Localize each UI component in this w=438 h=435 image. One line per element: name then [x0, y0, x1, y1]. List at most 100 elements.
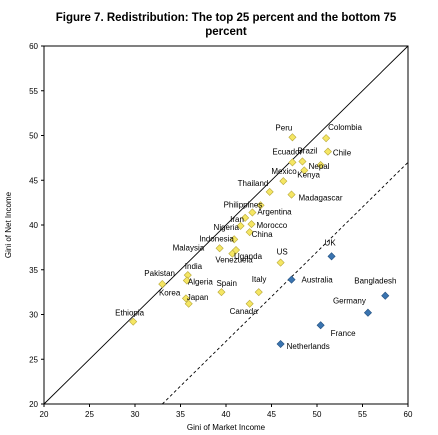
- point-indonesia: [230, 235, 239, 244]
- point-france: [316, 321, 325, 330]
- label-colombia: Colombia: [328, 123, 362, 132]
- point-bangladesh: [381, 291, 390, 300]
- label-argentina: Argentina: [257, 207, 292, 216]
- point-madagascar: [287, 190, 296, 199]
- x-tick-label: 20: [40, 410, 49, 419]
- x-tick-label: 60: [404, 410, 413, 419]
- reference-line-dashed: [161, 162, 409, 405]
- label-morocco: Morocco: [256, 221, 287, 230]
- x-axis-label: Gini of Market Income: [187, 423, 266, 432]
- point-pakistan: [158, 280, 167, 289]
- point-colombia: [322, 134, 331, 143]
- label-madagascar: Madagascar: [299, 194, 343, 203]
- point-brazil: [298, 157, 307, 166]
- x-tick-label: 50: [313, 410, 322, 419]
- point-chile: [323, 147, 332, 156]
- point-netherlands: [276, 340, 285, 349]
- label-uganda: Uganda: [234, 252, 263, 261]
- point-germany: [363, 308, 372, 317]
- y-tick-label: 45: [29, 176, 38, 185]
- label-pakistan: Pakistan: [144, 269, 175, 278]
- x-tick-label: 35: [176, 410, 185, 419]
- x-tick-label: 45: [267, 410, 276, 419]
- label-italy: Italy: [252, 275, 267, 284]
- label-china: China: [252, 230, 273, 239]
- y-tick-label: 35: [29, 266, 38, 275]
- point-nigeria: [236, 221, 245, 230]
- reference-line-solid: [43, 45, 409, 405]
- point-iran: [241, 213, 250, 222]
- y-tick-label: 20: [29, 400, 38, 409]
- label-korea: Korea: [159, 288, 181, 297]
- chart-title-line2: percent: [205, 26, 247, 38]
- label-uk: UK: [325, 238, 337, 247]
- label-australia: Australia: [302, 276, 334, 285]
- label-india: India: [185, 262, 203, 271]
- label-germany: Germany: [333, 297, 366, 306]
- point-venezuela: [228, 249, 237, 258]
- label-ethiopia: Ethiopia: [115, 309, 144, 318]
- y-tick-label: 60: [29, 42, 38, 51]
- x-axis-ticks: 20 25 30 35 40 45 50 55 60: [40, 404, 413, 419]
- point-morocco: [247, 220, 256, 229]
- point-kenya: [300, 166, 309, 175]
- x-tick-label: 30: [131, 410, 140, 419]
- point-italy: [254, 288, 263, 297]
- label-mexico: Mexico: [271, 167, 297, 176]
- label-chile: Chile: [333, 149, 352, 158]
- point-australia: [287, 275, 296, 284]
- point-china: [245, 228, 254, 237]
- y-axis-label: Gini of Net Income: [4, 191, 13, 258]
- y-tick-label: 30: [29, 311, 38, 320]
- label-ecuador: Ecuador: [272, 147, 302, 156]
- label-malaysia: Malaysia: [173, 243, 205, 252]
- label-spain: Spain: [216, 279, 236, 288]
- point-philippines: [256, 201, 265, 210]
- y-tick-label: 50: [29, 132, 38, 141]
- point-spain: [217, 288, 226, 297]
- point-mexico: [279, 177, 288, 186]
- point-argentina: [248, 208, 257, 217]
- label-venezuela: Venezuela: [215, 256, 253, 265]
- label-kenya: Kenya: [297, 170, 320, 179]
- y-tick-label: 40: [29, 221, 38, 230]
- label-us: US: [277, 248, 288, 257]
- label-france: France: [331, 329, 356, 338]
- point-canada: [245, 299, 254, 308]
- label-brazil: Brazil: [297, 146, 317, 155]
- point-malaysia: [215, 244, 224, 253]
- label-philippines: Philippines: [224, 200, 263, 209]
- label-thailand: Thailand: [238, 179, 269, 188]
- point-algeria: [182, 276, 191, 285]
- reference-lines: [43, 45, 409, 405]
- x-tick-label: 55: [358, 410, 367, 419]
- x-tick-label: 40: [222, 410, 231, 419]
- label-indonesia: Indonesia: [199, 234, 234, 243]
- point-thailand: [265, 187, 274, 196]
- label-nepal: Nepal: [309, 162, 330, 171]
- point-peru: [288, 133, 297, 142]
- point-korea: [181, 294, 190, 303]
- data-points: [129, 133, 390, 349]
- label-japan: Japan: [187, 293, 209, 302]
- label-iran: Iran: [230, 215, 244, 224]
- y-tick-label: 25: [29, 355, 38, 364]
- label-peru: Peru: [275, 123, 292, 132]
- chart-title-line1: Figure 7. Redistribution: The top 25 per…: [56, 12, 397, 24]
- point-nepal: [316, 161, 325, 170]
- label-canada: Canada: [230, 307, 259, 316]
- point-ethiopia: [129, 317, 138, 326]
- point-japan: [184, 299, 193, 308]
- point-us: [276, 258, 285, 267]
- x-tick-label: 25: [85, 410, 94, 419]
- label-bangladesh: Bangladesh: [354, 277, 396, 286]
- y-tick-label: 55: [29, 87, 38, 96]
- point-ecuador: [288, 158, 297, 167]
- label-algeria: Algeria: [188, 277, 213, 286]
- label-netherlands: Netherlands: [287, 342, 330, 351]
- y-axis-ticks: 20 25 30 35 40 45 50 55 60: [29, 42, 44, 409]
- label-nigeria: Nigeria: [214, 223, 240, 232]
